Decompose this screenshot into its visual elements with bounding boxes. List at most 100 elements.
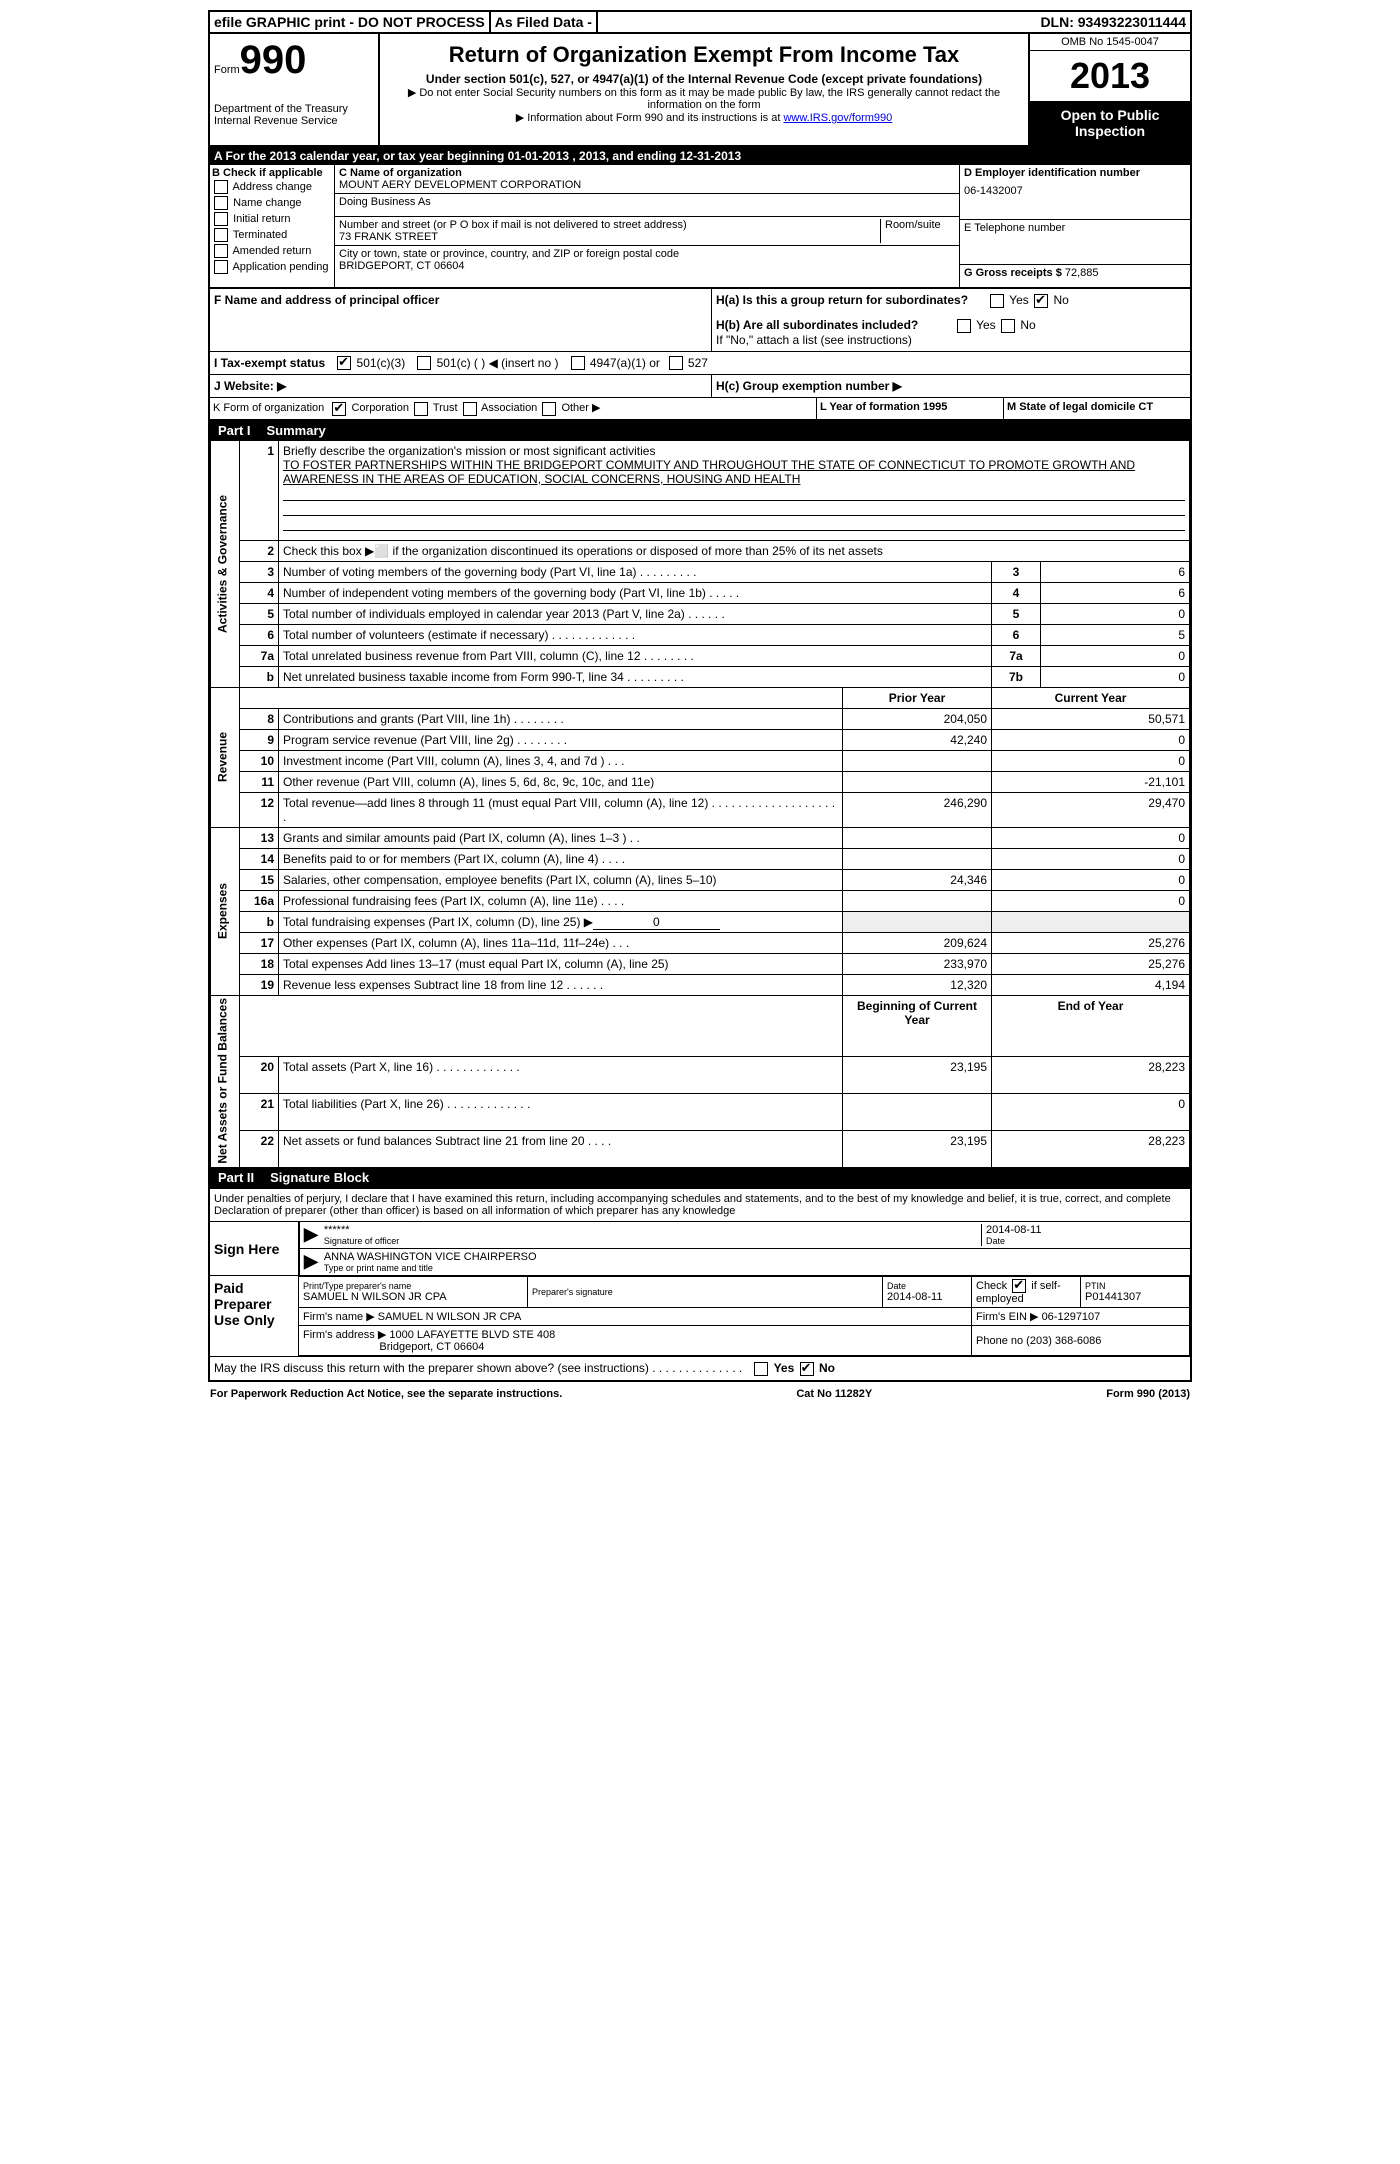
self-employed: Check if self-employed (972, 1277, 1081, 1308)
p15: 24,346 (843, 869, 992, 890)
subtitle-2: ▶ Do not enter Social Security numbers o… (390, 86, 1018, 111)
c-label: C Name of organization (339, 167, 955, 179)
form-word: Form (214, 64, 240, 76)
c14: 0 (992, 848, 1190, 869)
l20: Total assets (Part X, line 16) . . . . .… (279, 1057, 843, 1094)
j-label: J Website: ▶ (214, 379, 286, 393)
footer-mid: Cat No 11282Y (796, 1388, 872, 1400)
row-a: A For the 2013 calendar year, or tax yea… (210, 147, 1190, 165)
arrow-icon: ▶ (304, 1251, 324, 1273)
cb-amended[interactable]: Amended return (212, 243, 332, 259)
b-heading: B Check if applicable (212, 167, 332, 179)
irs-link[interactable]: www.IRS.gov/form990 (783, 112, 892, 124)
p17: 209,624 (843, 932, 992, 953)
cb-pending[interactable]: Application pending (212, 259, 332, 275)
signature-block: Under penalties of perjury, I declare th… (210, 1187, 1190, 1380)
col-b: B Check if applicable Address change Nam… (210, 165, 335, 287)
cb-terminated[interactable]: Terminated (212, 227, 332, 243)
street-label: Number and street (or P O box if mail is… (339, 219, 880, 231)
p13 (843, 827, 992, 848)
l22: Net assets or fund balances Subtract lin… (279, 1131, 843, 1168)
v7b: 0 (1041, 666, 1190, 687)
declaration: Under penalties of perjury, I declare th… (210, 1189, 1190, 1221)
p18: 233,970 (843, 953, 992, 974)
p12: 246,290 (843, 792, 992, 827)
subtitle-1: Under section 501(c), 527, or 4947(a)(1)… (390, 72, 1018, 86)
row-i: I Tax-exempt status 501(c)(3) 501(c) ( )… (210, 352, 1190, 376)
efile-notice: efile GRAPHIC print - DO NOT PROCESS (210, 12, 491, 32)
d-label: D Employer identification number (964, 167, 1186, 179)
v3: 6 (1041, 561, 1190, 582)
firm-addr-l: Firm's address ▶ (303, 1329, 386, 1341)
row-fh: F Name and address of principal officer … (210, 289, 1190, 352)
prior-year: Prior Year (843, 687, 992, 708)
l15: Salaries, other compensation, employee b… (279, 869, 843, 890)
hb-note: If "No," attach a list (see instructions… (716, 333, 1186, 347)
c12: 29,470 (992, 792, 1190, 827)
open-public: Open to Public Inspection (1030, 101, 1190, 145)
as-filed: As Filed Data - (491, 12, 598, 32)
top-bar: efile GRAPHIC print - DO NOT PROCESS As … (210, 12, 1190, 34)
summary-table: Activities & Governance 1 Briefly descri… (210, 440, 1190, 1169)
c18: 25,276 (992, 953, 1190, 974)
org-name: MOUNT AERY DEVELOPMENT CORPORATION (339, 179, 955, 191)
col-d: D Employer identification number 06-1432… (960, 165, 1190, 287)
form-title: Return of Organization Exempt From Incom… (390, 42, 1018, 68)
l11: Other revenue (Part VIII, column (A), li… (279, 771, 843, 792)
side-rev: Revenue (211, 687, 240, 827)
l4: Number of independent voting members of … (279, 582, 992, 603)
side-na: Net Assets or Fund Balances (211, 995, 240, 1168)
ptin-l: PTIN (1085, 1281, 1185, 1291)
p9: 42,240 (843, 729, 992, 750)
city: BRIDGEPORT, CT 06604 (339, 260, 955, 272)
cb-initial[interactable]: Initial return (212, 211, 332, 227)
sig-date1: 2014-08-11 (986, 1224, 1186, 1236)
sig-officer-label: Signature of officer (324, 1236, 981, 1246)
side-exp: Expenses (211, 827, 240, 995)
footer-left: For Paperwork Reduction Act Notice, see … (210, 1388, 562, 1400)
form-number: 990 (240, 38, 307, 82)
p8: 204,050 (843, 708, 992, 729)
part-ii-header: Part II Signature Block (210, 1168, 1190, 1187)
subtitle-3: ▶ Information about Form 990 and its ins… (390, 111, 1018, 124)
sig-stars: ****** (324, 1224, 981, 1236)
omb-no: OMB No 1545-0047 (1030, 34, 1190, 51)
prep-sig-l: Preparer's signature (532, 1287, 878, 1297)
tel-label: E Telephone number (964, 222, 1186, 234)
cb-address[interactable]: Address change (212, 179, 332, 195)
p16a (843, 890, 992, 911)
c16a: 0 (992, 890, 1190, 911)
v7a: 0 (1041, 645, 1190, 666)
l12: Total revenue—add lines 8 through 11 (mu… (279, 792, 843, 827)
e20: 28,223 (992, 1057, 1190, 1094)
part-ii-num: Part II (210, 1168, 262, 1187)
ein: 06-1432007 (964, 179, 1186, 197)
firm-name-l: Firm's name ▶ (303, 1311, 375, 1323)
boy: Beginning of Current Year (843, 995, 992, 1057)
l1-text: TO FOSTER PARTNERSHIPS WITHIN THE BRIDGE… (283, 458, 1135, 486)
city-cell: City or town, state or province, country… (335, 246, 959, 274)
cb-name[interactable]: Name change (212, 195, 332, 211)
paid-preparer: Paid Preparer Use Only (210, 1276, 298, 1356)
gross-cell: G Gross receipts $ 72,885 (960, 265, 1190, 287)
c15: 0 (992, 869, 1190, 890)
tel-cell: E Telephone number (960, 220, 1190, 265)
org-name-cell: C Name of organization MOUNT AERY DEVELO… (335, 165, 959, 194)
current-year: Current Year (992, 687, 1190, 708)
c8: 50,571 (992, 708, 1190, 729)
p19: 12,320 (843, 974, 992, 995)
l21: Total liabilities (Part X, line 26) . . … (279, 1094, 843, 1131)
l17: Other expenses (Part IX, column (A), lin… (279, 932, 843, 953)
irs: Internal Revenue Service (214, 115, 374, 127)
v6: 5 (1041, 624, 1190, 645)
col-c: C Name of organization MOUNT AERY DEVELO… (335, 165, 960, 287)
part-ii-title: Signature Block (262, 1168, 377, 1187)
footer: For Paperwork Reduction Act Notice, see … (210, 1382, 1190, 1400)
preparer-table: Print/Type preparer's nameSAMUEL N WILSO… (298, 1276, 1190, 1356)
c13: 0 (992, 827, 1190, 848)
part-i-header: Part I Summary (210, 421, 1190, 440)
p14 (843, 848, 992, 869)
l19: Revenue less expenses Subtract line 18 f… (279, 974, 843, 995)
c19: 4,194 (992, 974, 1190, 995)
h-block: H(a) Is this a group return for subordin… (711, 289, 1190, 351)
